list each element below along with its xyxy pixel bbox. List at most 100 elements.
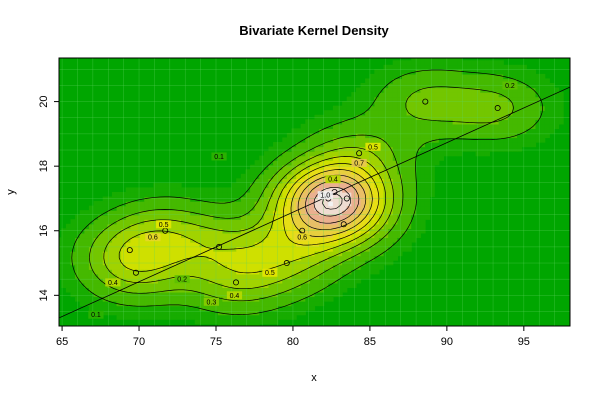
density-cell [494,92,500,98]
density-cell [79,241,85,248]
density-cell [388,196,394,202]
density-cell [157,214,164,220]
density-cell [277,164,283,170]
density-cell [222,310,228,316]
density-cell [190,301,196,307]
density-cell [535,132,541,139]
density-cell [314,269,320,275]
density-cell [346,251,352,257]
density-cell [162,314,168,320]
density-cell [231,301,237,307]
density-cell [328,223,334,229]
density-cell [544,119,550,125]
density-cell [319,241,325,248]
density-cell [162,282,168,288]
density-cell [286,173,293,179]
density-cell [342,114,348,120]
density-cell [107,196,113,202]
density-cell [88,269,95,275]
density-cell [365,187,371,193]
density-cell [148,246,154,252]
density-cell [512,96,518,102]
density-cell [125,241,131,248]
density-cell [448,110,454,116]
density-cell [194,287,201,293]
density-cell [217,260,224,266]
density-cell [424,178,431,184]
density-cell [424,73,431,80]
density-cell [199,310,205,316]
density-cell [319,255,325,261]
density-cell [332,210,339,216]
density-cell [378,201,385,207]
density-cell [194,251,201,257]
density-cell [392,137,398,143]
density-cell [254,323,260,326]
density-cell [144,291,150,298]
density-cell [424,87,431,93]
density-cell [448,60,454,66]
density-cell [558,105,564,111]
density-cell [88,255,95,261]
density-cell [300,214,306,220]
density-cell [540,78,546,84]
density-cell [397,64,403,70]
density-cell [369,210,375,216]
density-cell [411,146,417,152]
density-cell [420,128,426,134]
density-cell [190,305,196,311]
density-cell [517,64,523,70]
density-cell [181,246,187,252]
density-cell [342,278,348,284]
density-cell [521,73,527,80]
density-cell [319,291,325,298]
density-cell [401,114,408,120]
density-cell [245,310,251,316]
density-cell [374,78,380,84]
density-cell [337,214,343,220]
density-cell [517,69,523,75]
contour-label-bg [226,291,243,300]
density-cell [245,173,251,179]
density-cell [300,205,306,211]
density-cell [185,201,191,207]
contour-label: 0.4 [230,293,240,300]
density-cell [245,219,251,225]
density-cell [70,269,76,275]
density-cell [337,273,343,279]
density-cell [273,146,279,152]
density-cell [144,278,150,284]
density-cell [102,264,108,270]
density-cell [351,255,357,261]
density-cell [231,237,237,243]
density-cell [130,269,136,275]
density-cell [98,241,104,248]
density-cell [401,169,408,175]
density-cell [204,214,210,220]
density-cell [254,273,260,279]
density-cell [401,201,408,207]
density-cell [369,269,375,275]
density-cell [236,305,242,311]
density-cell [429,192,435,198]
density-cell [429,96,435,102]
density-cell [227,187,233,193]
density-cell [208,314,214,320]
density-cell [443,96,449,102]
density-cell [296,128,302,134]
density-cell [355,123,362,129]
density-cell [70,255,76,261]
density-cell [401,92,408,98]
density-cell [360,223,366,229]
density-cell [489,110,495,116]
density-cell [309,287,316,293]
density-cell [374,192,380,198]
density-cell [134,192,141,198]
density-cell [484,146,491,152]
density-cell [144,296,150,302]
density-cell [139,219,145,225]
density-cell [273,219,279,225]
contour-label: 0.4 [108,280,118,287]
density-cell [337,251,343,257]
